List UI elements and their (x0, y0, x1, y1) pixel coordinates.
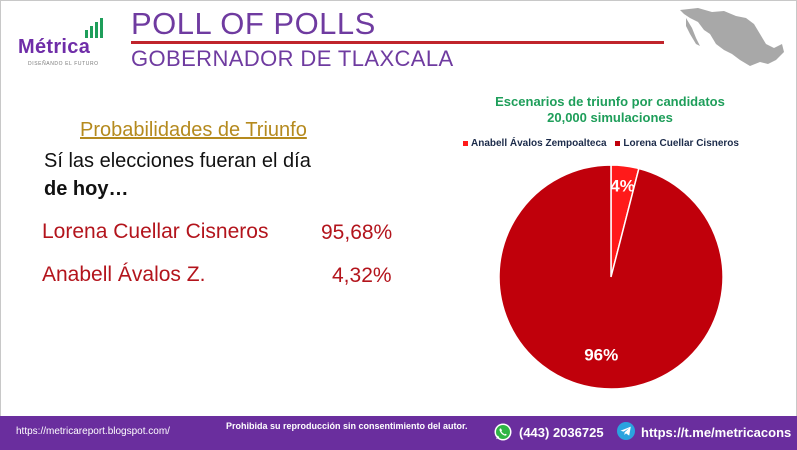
brand-name: Métrica (18, 36, 91, 58)
title-divider (131, 41, 664, 44)
brand-logo: Métrica DISEÑANDO EL FUTURO (14, 16, 114, 74)
legend-label-anabell: Anabell Ávalos Zempoalteca (471, 138, 607, 149)
footer-bar: https://metricareport.blogspot.com/ Proh… (0, 416, 797, 450)
footer-phone: (443) 2036725 (519, 425, 604, 440)
telegram-icon (617, 422, 635, 440)
legend-label-lorena: Lorena Cuellar Cisneros (623, 138, 739, 149)
bar-chart-icon (85, 18, 103, 38)
pie-slice-1 (498, 164, 724, 390)
pie-label-0: 4% (610, 177, 635, 196)
chart-title: Escenarios de triunfo por candidatos (495, 94, 725, 109)
candidate-name-anabell: Anabell Ávalos Z. (42, 263, 206, 286)
pie-chart: 4% 96% (498, 164, 724, 390)
chart-subtitle: 20,000 simulaciones (547, 110, 673, 125)
candidate-probability-lorena: 95,68% (321, 221, 393, 244)
candidate-name-lorena: Lorena Cuellar Cisneros (42, 220, 269, 243)
probabilities-condition-emphasis: de hoy… (44, 178, 129, 200)
probabilities-heading: Probabilidades de Triunfo (80, 119, 307, 141)
brand-tagline: DISEÑANDO EL FUTURO (28, 61, 99, 67)
legend-item-lorena: Lorena Cuellar Cisneros (615, 138, 739, 149)
candidate-probability-anabell: 4,32% (332, 264, 392, 287)
legend-swatch-lorena (615, 140, 621, 146)
legend-item-anabell: Anabell Ávalos Zempoalteca (463, 138, 607, 149)
mexico-map-icon (680, 8, 784, 66)
footer-website-link[interactable]: https://metricareport.blogspot.com/ (16, 426, 170, 437)
page-subtitle: GOBERNADOR DE TLAXCALA (131, 46, 454, 71)
footer-telegram-link[interactable]: https://t.me/metricacons (641, 425, 792, 440)
page-title: POLL OF POLLS (131, 6, 376, 41)
footer-copyright-note: Prohibida su reproducción sin consentimi… (226, 421, 468, 431)
whatsapp-icon (494, 423, 512, 441)
chart-legend: Anabell Ávalos Zempoalteca Lorena Cuella… (463, 138, 745, 149)
legend-swatch-anabell (463, 140, 468, 146)
probabilities-condition: Sí las elecciones fueran el día (44, 150, 311, 172)
pie-label-1: 96% (584, 345, 618, 364)
